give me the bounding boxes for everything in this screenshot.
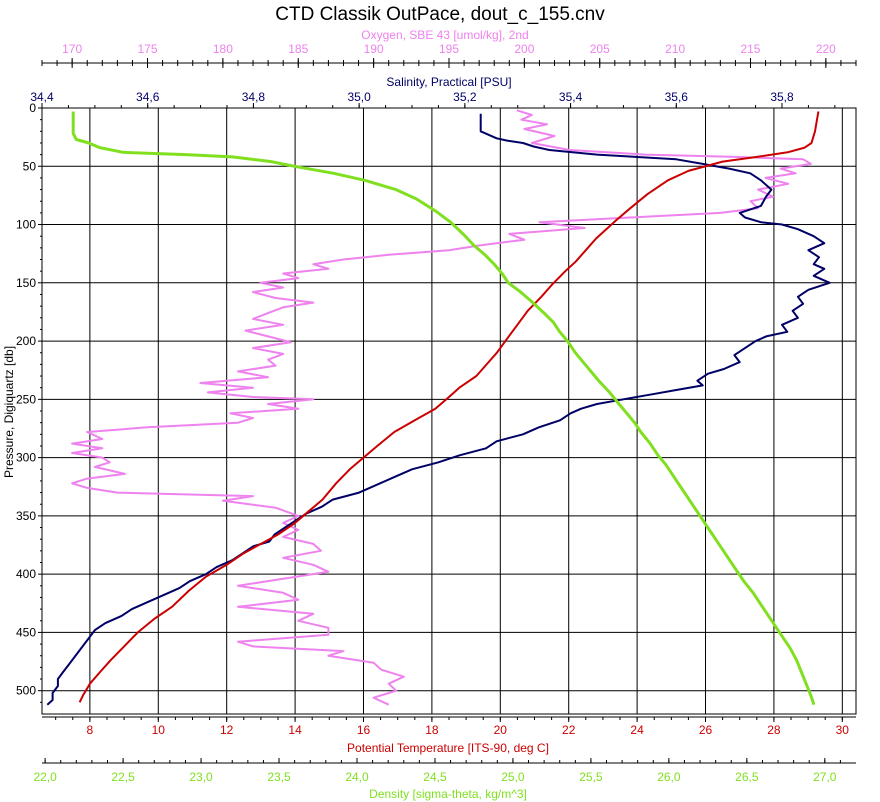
oxygen-tick-label: 190 xyxy=(364,42,384,56)
temperature-tick-label: 22 xyxy=(562,723,576,737)
temperature-tick-label: 18 xyxy=(425,723,439,737)
temperature-tick-label: 8 xyxy=(87,723,94,737)
salinity-tick-label: 35,8 xyxy=(770,90,794,104)
oxygen-tick-label: 215 xyxy=(740,42,760,56)
y-tick-label: 500 xyxy=(16,684,36,698)
temperature-tick-label: 26 xyxy=(699,723,713,737)
y-tick-label: 150 xyxy=(16,276,36,290)
density-series-line xyxy=(71,111,816,706)
temperature-tick-label: 20 xyxy=(494,723,508,737)
density-tick-label: 27,0 xyxy=(813,770,837,784)
y-tick-label: 400 xyxy=(16,567,36,581)
salinity-tick-label: 35,6 xyxy=(665,90,689,104)
salinity-tick-label: 34,8 xyxy=(242,90,266,104)
density-tick-label: 26,5 xyxy=(735,770,759,784)
density-tick-label: 25,5 xyxy=(579,770,603,784)
density-tick-label: 24,5 xyxy=(423,770,447,784)
temperature-tick-label: 14 xyxy=(288,723,302,737)
grid xyxy=(42,107,856,714)
density-tick-label: 23,5 xyxy=(267,770,291,784)
density-tick-label: 26,0 xyxy=(657,770,681,784)
density-tick-label: 23,0 xyxy=(189,770,213,784)
oxygen-tick-label: 210 xyxy=(665,42,685,56)
salinity-tick-label: 34,4 xyxy=(30,90,54,104)
temperature-tick-label: 10 xyxy=(152,723,166,737)
y-tick-label: 0 xyxy=(29,101,36,115)
plot-frame xyxy=(41,107,857,715)
y-tick-label: 450 xyxy=(16,625,36,639)
density-tick-label: 22,5 xyxy=(111,770,135,784)
series-lines xyxy=(46,109,831,706)
temperature-tick-label: 28 xyxy=(767,723,781,737)
salinity-series-line xyxy=(46,113,831,706)
oxygen-tick-label: 195 xyxy=(439,42,459,56)
density-tick-label: 24,0 xyxy=(345,770,369,784)
density-tick-label: 25,0 xyxy=(501,770,525,784)
oxygen-series-line xyxy=(71,109,812,706)
salinity-tick-label: 35,0 xyxy=(347,90,371,104)
temperature-tick-label: 24 xyxy=(630,723,644,737)
y-tick-label: 250 xyxy=(16,392,36,406)
oxygen-tick-label: 175 xyxy=(138,42,158,56)
density-tick-label: 22,0 xyxy=(33,770,57,784)
pressure-axis-label: Pressure, Digiquartz [db] xyxy=(2,346,16,478)
chart-title: CTD Classik OutPace, dout_c_155.cnv xyxy=(275,4,605,25)
y-tick-label: 200 xyxy=(16,334,36,348)
y-tick-label: 100 xyxy=(16,218,36,232)
oxygen-tick-label: 205 xyxy=(590,42,610,56)
salinity-tick-label: 34,6 xyxy=(136,90,160,104)
y-tick-label: 350 xyxy=(16,509,36,523)
axis-ticks: 0 50 100 150 200 250 300 350 400 450 500 170 175 180 1… xyxy=(16,42,857,784)
temperature-axis-label: Potential Temperature [ITS-90, deg C] xyxy=(347,741,549,755)
temperature-series-line xyxy=(78,111,820,703)
salinity-tick-label: 35,2 xyxy=(453,90,477,104)
y-tick-label: 50 xyxy=(23,159,37,173)
salinity-axis-label: Salinity, Practical [PSU] xyxy=(386,75,511,89)
oxygen-tick-label: 220 xyxy=(816,42,836,56)
salinity-tick-label: 35,4 xyxy=(559,90,583,104)
y-tick-label: 300 xyxy=(16,451,36,465)
temperature-tick-label: 12 xyxy=(220,723,234,737)
oxygen-tick-label: 170 xyxy=(62,42,82,56)
temperature-tick-label: 30 xyxy=(836,723,850,737)
density-axis-label: Density [sigma-theta, kg/m^3] xyxy=(369,787,527,801)
oxygen-tick-label: 185 xyxy=(288,42,308,56)
oxygen-tick-label: 200 xyxy=(514,42,534,56)
oxygen-tick-label: 180 xyxy=(213,42,233,56)
temperature-tick-label: 16 xyxy=(357,723,371,737)
oxygen-axis-label: Oxygen, SBE 43 [umol/kg], 2nd xyxy=(361,28,528,42)
